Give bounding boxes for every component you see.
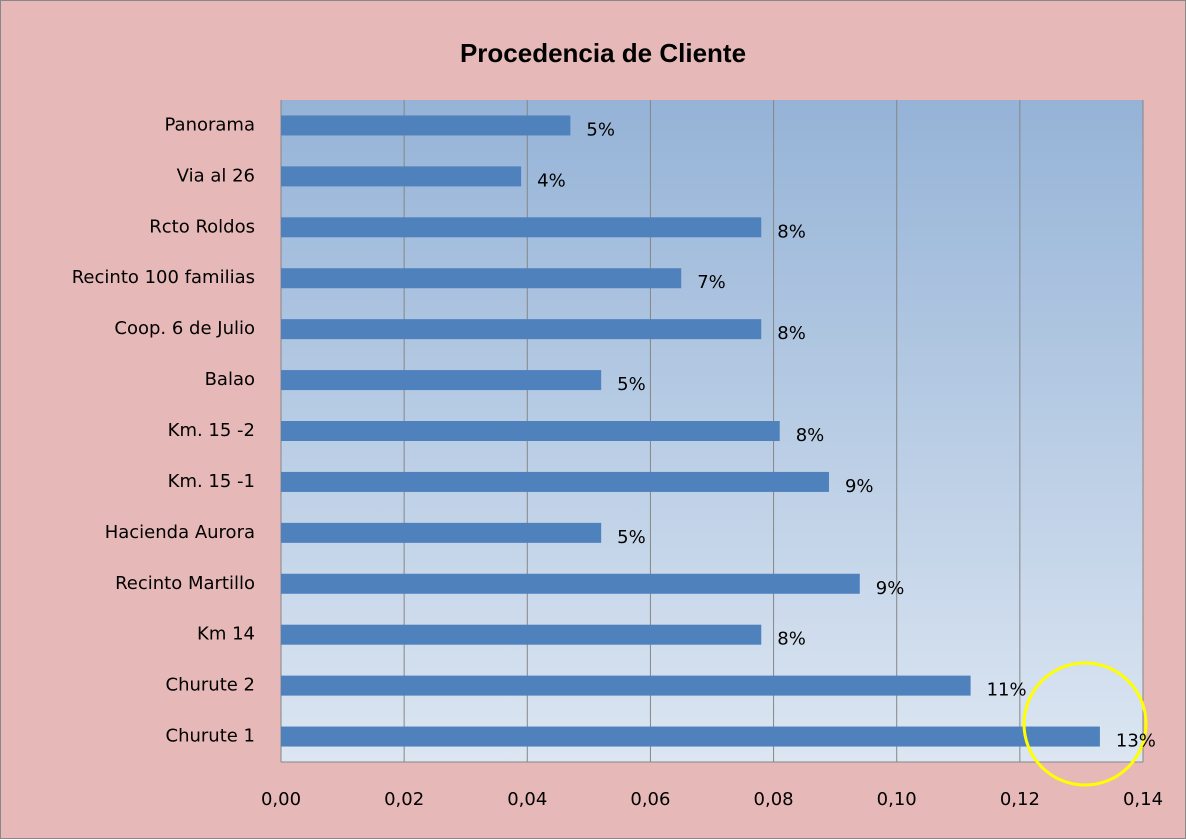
x-tick-label: 0,12 — [1000, 789, 1040, 810]
y-tick-label: Coop. 6 de Julio — [114, 318, 255, 339]
bar — [281, 115, 571, 136]
x-tick-label: 0,08 — [754, 789, 794, 810]
y-tick-label: Panorama — [165, 114, 256, 135]
y-tick-label: Rcto Roldos — [149, 216, 255, 237]
data-label: 9% — [845, 476, 874, 497]
data-label: 11% — [987, 680, 1027, 701]
bar — [281, 573, 860, 594]
bar — [281, 370, 602, 391]
data-label: 5% — [617, 374, 646, 395]
bar — [281, 268, 682, 289]
bar — [281, 726, 1100, 747]
data-label: 7% — [697, 272, 726, 293]
bar — [281, 421, 780, 441]
data-label: 9% — [876, 578, 905, 599]
y-tick-label: Km. 15 -1 — [168, 471, 255, 492]
data-label: 8% — [777, 629, 806, 650]
bar — [281, 319, 762, 340]
y-tick-label: Via al 26 — [177, 165, 255, 186]
x-tick-label: 0,04 — [507, 789, 547, 810]
data-label: 8% — [796, 425, 825, 446]
data-label: 13% — [1116, 731, 1156, 752]
bar — [281, 217, 762, 238]
y-tick-label: Km. 15 -2 — [168, 420, 255, 441]
y-tick-label: Recinto Martillo — [115, 573, 255, 594]
x-tick-label: 0,14 — [1123, 789, 1163, 810]
bar — [281, 522, 602, 543]
x-tick-label: 0,02 — [384, 789, 424, 810]
y-tick-label: Hacienda Aurora — [105, 522, 255, 543]
x-tick-label: 0,10 — [877, 789, 917, 810]
bar — [281, 624, 762, 645]
y-tick-label: Balao — [205, 369, 255, 390]
bar — [281, 471, 829, 492]
y-tick-label: Km 14 — [197, 624, 255, 645]
data-label: 4% — [537, 170, 566, 191]
data-label: 5% — [586, 119, 615, 140]
y-tick-label: Churute 1 — [166, 726, 256, 747]
highlight-circle — [1022, 661, 1148, 787]
chart-title: Procedencia de Cliente — [460, 38, 746, 68]
data-label: 8% — [777, 221, 806, 242]
x-tick-label: 0,06 — [630, 789, 670, 810]
bar — [281, 675, 971, 696]
y-tick-label: Churute 2 — [166, 675, 256, 696]
y-tick-label: Recinto 100 familias — [72, 267, 255, 288]
data-label: 5% — [617, 527, 646, 548]
data-label: 8% — [777, 323, 806, 344]
x-tick-label: 0,00 — [261, 789, 301, 810]
bar — [281, 166, 522, 187]
